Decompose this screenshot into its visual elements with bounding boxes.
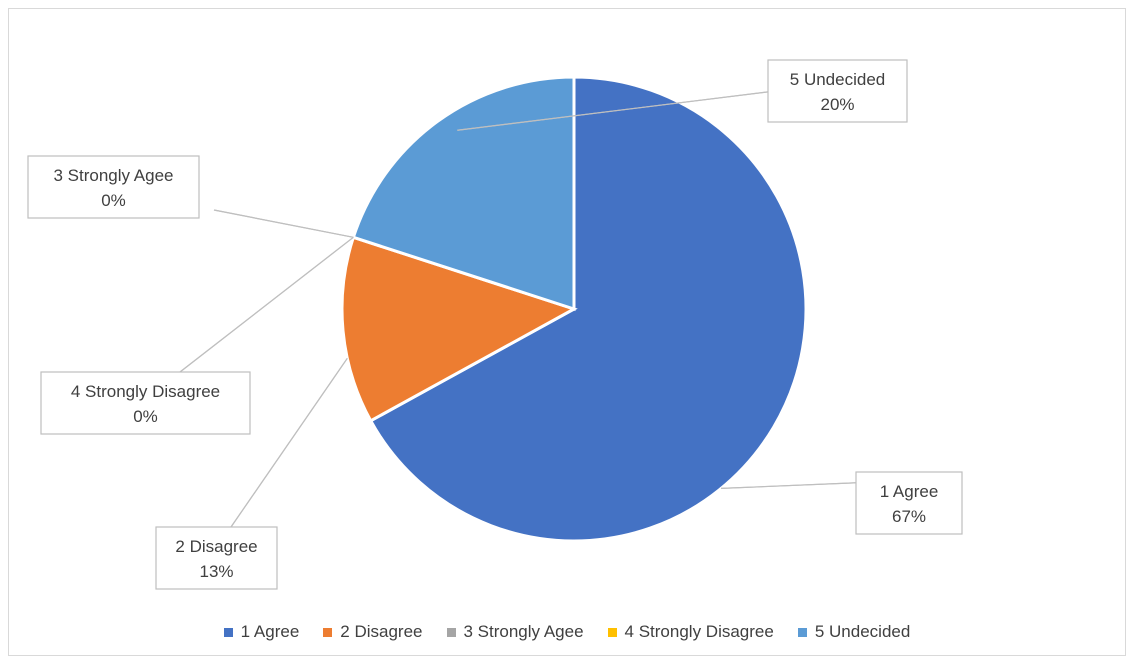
legend-label-2-disagree: 2 Disagree	[340, 622, 422, 642]
legend-item-2-disagree: 2 Disagree	[323, 622, 422, 642]
leader-line-1-agree	[721, 482, 875, 488]
data-label-percent-5-undecided: 20%	[820, 95, 854, 114]
legend-label-1-agree: 1 Agree	[241, 622, 300, 642]
chart-legend: 1 Agree 2 Disagree 3 Strongly Agee 4 Strong…	[0, 620, 1134, 644]
data-label-percent-1-agree: 67%	[892, 507, 926, 526]
data-label-category-4-strongly-disagree: 4 Strongly Disagree	[71, 382, 220, 401]
leader-line-3-strongly-agee	[214, 210, 353, 237]
legend-swatch-4-strongly-disagree	[608, 628, 617, 637]
data-label-category-5-undecided: 5 Undecided	[790, 70, 885, 89]
legend-swatch-3-strongly-agee	[447, 628, 456, 637]
legend-item-5-undecided: 5 Undecided	[798, 622, 910, 642]
legend-swatch-5-undecided	[798, 628, 807, 637]
legend-item-3-strongly-agee: 3 Strongly Agee	[447, 622, 584, 642]
data-label-category-3-strongly-agee: 3 Strongly Agee	[53, 166, 173, 185]
legend-label-4-strongly-disagree: 4 Strongly Disagree	[625, 622, 774, 642]
legend-label-3-strongly-agee: 3 Strongly Agee	[464, 622, 584, 642]
data-label-percent-4-strongly-disagree: 0%	[133, 407, 158, 426]
legend-item-4-strongly-disagree: 4 Strongly Disagree	[608, 622, 774, 642]
data-label-percent-2-disagree: 13%	[199, 562, 233, 581]
legend-swatch-2-disagree	[323, 628, 332, 637]
data-label-percent-3-strongly-agee: 0%	[101, 191, 126, 210]
legend-label-5-undecided: 5 Undecided	[815, 622, 910, 642]
data-label-category-1-agree: 1 Agree	[880, 482, 939, 501]
leader-line-4-strongly-disagree	[180, 237, 353, 372]
legend-item-1-agree: 1 Agree	[224, 622, 300, 642]
data-label-category-2-disagree: 2 Disagree	[175, 537, 257, 556]
legend-swatch-1-agree	[224, 628, 233, 637]
